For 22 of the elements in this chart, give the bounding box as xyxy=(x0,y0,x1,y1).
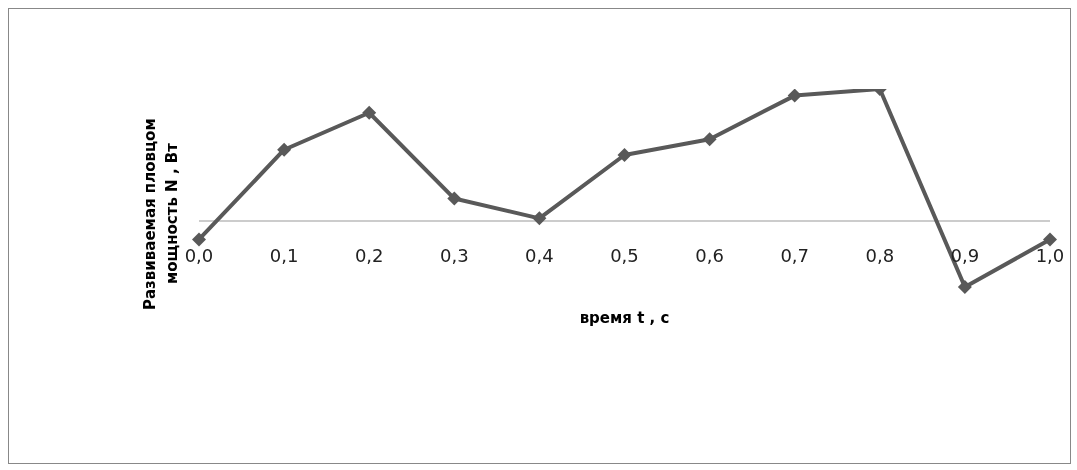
point xyxy=(447,191,462,206)
y-axis-title: Развиваемая пловцом мощность N , Вт xyxy=(140,117,182,312)
point xyxy=(787,89,802,103)
x-tick-label: 1,0 xyxy=(1035,245,1065,266)
point xyxy=(702,132,717,147)
x-axis-title: время t , с xyxy=(578,309,671,327)
point xyxy=(192,232,206,247)
x-tick-label: 0,7 xyxy=(780,245,810,266)
x-tick-label: 0,2 xyxy=(354,245,384,266)
x-tick-label: 0,4 xyxy=(525,245,554,266)
point xyxy=(362,105,377,120)
x-tick-label: 0,8 xyxy=(865,245,895,266)
x-tick-label: 0,3 xyxy=(439,245,469,266)
x-tick-label: 0,5 xyxy=(610,245,639,266)
point xyxy=(957,280,972,294)
x-tick-label: 0,0 xyxy=(184,245,214,266)
x-tick-label: 0,1 xyxy=(269,245,299,266)
point xyxy=(1043,232,1057,247)
point xyxy=(532,211,547,226)
x-tick-label: 0,6 xyxy=(695,245,724,266)
point xyxy=(617,148,632,162)
point xyxy=(277,142,292,157)
